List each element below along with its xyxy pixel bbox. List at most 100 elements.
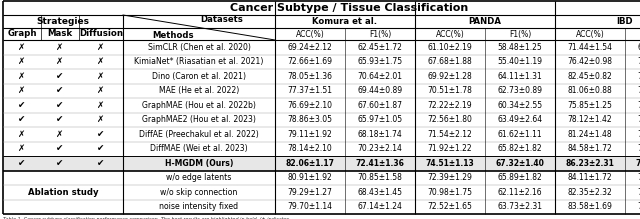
Text: Strategies: Strategies	[36, 17, 90, 26]
Text: 79.29±1.27: 79.29±1.27	[287, 188, 332, 197]
Text: 82.06±1.17: 82.06±1.17	[285, 159, 335, 168]
Text: Graph: Graph	[7, 30, 36, 39]
Text: 60.34±2.55: 60.34±2.55	[497, 101, 543, 110]
Text: DiffMAE (Wei et al. 2023): DiffMAE (Wei et al. 2023)	[150, 144, 248, 153]
Text: 86.23±2.31: 86.23±2.31	[566, 159, 614, 168]
Text: 78.92±1.79: 78.92±1.79	[636, 159, 640, 168]
Text: 58.48±1.25: 58.48±1.25	[498, 43, 542, 52]
Text: ✗: ✗	[97, 43, 105, 52]
Text: 72.39±1.29: 72.39±1.29	[428, 173, 472, 182]
Text: F1(%): F1(%)	[509, 30, 531, 39]
Text: 77.41±1.54: 77.41±1.54	[637, 173, 640, 182]
Text: 70.23±2.14: 70.23±2.14	[358, 144, 403, 153]
Text: Cancer Subtype / Tissue Classification: Cancer Subtype / Tissue Classification	[230, 3, 468, 13]
Text: 84.11±1.72: 84.11±1.72	[568, 173, 612, 182]
Text: ✗: ✗	[19, 72, 26, 81]
Text: 76.42±0.98: 76.42±0.98	[568, 57, 612, 66]
Text: ✔: ✔	[56, 101, 64, 110]
Text: 69.24±2.12: 69.24±2.12	[287, 43, 332, 52]
Text: 55.40±1.19: 55.40±1.19	[497, 57, 543, 66]
Text: ✗: ✗	[97, 72, 105, 81]
Text: 70.64±2.01: 70.64±2.01	[358, 72, 403, 81]
Text: 64.11±1.31: 64.11±1.31	[498, 72, 542, 81]
Text: 67.14±1.24: 67.14±1.24	[358, 202, 403, 211]
Text: 81.24±1.48: 81.24±1.48	[568, 130, 612, 139]
Text: 72.56±1.80: 72.56±1.80	[428, 115, 472, 124]
Text: IBD: IBD	[617, 17, 634, 26]
Text: ✔: ✔	[56, 144, 64, 153]
Text: MAE (He et al. 2022): MAE (He et al. 2022)	[159, 86, 239, 95]
Text: ✔: ✔	[97, 130, 105, 139]
Text: 61.10±2.19: 61.10±2.19	[428, 43, 472, 52]
Text: 78.05±1.36: 78.05±1.36	[287, 72, 333, 81]
Text: ✗: ✗	[97, 101, 105, 110]
Text: 63.73±2.31: 63.73±2.31	[497, 202, 543, 211]
Text: 72.22±2.19: 72.22±2.19	[428, 101, 472, 110]
Text: 67.32±1.40: 67.32±1.40	[495, 159, 545, 168]
Text: 74.51±1.13: 74.51±1.13	[426, 159, 474, 168]
Text: Diffusion: Diffusion	[79, 30, 123, 39]
Text: 82.45±0.82: 82.45±0.82	[568, 72, 612, 81]
Text: ✗: ✗	[97, 86, 105, 95]
Text: SimCLR (Chen et al. 2020): SimCLR (Chen et al. 2020)	[148, 43, 250, 52]
Text: 79.70±1.14: 79.70±1.14	[287, 202, 333, 211]
Text: 70.75±1.37: 70.75±1.37	[637, 57, 640, 66]
Text: 79.11±1.92: 79.11±1.92	[287, 130, 332, 139]
Text: 62.45±1.72: 62.45±1.72	[358, 43, 403, 52]
Text: 68.18±1.74: 68.18±1.74	[358, 130, 403, 139]
Text: 80.91±1.92: 80.91±1.92	[287, 173, 332, 182]
Text: 72.52±1.65: 72.52±1.65	[428, 202, 472, 211]
Text: ✗: ✗	[56, 43, 64, 52]
Text: 77.24±2.53: 77.24±2.53	[637, 202, 640, 211]
Text: 71.92±1.22: 71.92±1.22	[428, 144, 472, 153]
Text: 62.11±2.16: 62.11±2.16	[498, 188, 542, 197]
Text: Dino (Caron et al. 2021): Dino (Caron et al. 2021)	[152, 72, 246, 81]
Text: 72.41±1.36: 72.41±1.36	[356, 159, 404, 168]
Text: 83.58±1.69: 83.58±1.69	[568, 202, 612, 211]
Text: ✗: ✗	[56, 57, 64, 66]
Text: 69.44±0.89: 69.44±0.89	[357, 86, 403, 95]
Bar	[3, 156, 640, 171]
Text: ✔: ✔	[19, 159, 26, 168]
Text: 70.98±1.75: 70.98±1.75	[428, 188, 472, 197]
Text: 74.61±2.14: 74.61±2.14	[637, 188, 640, 197]
Text: GraphMAE (Hou et al. 2022b): GraphMAE (Hou et al. 2022b)	[142, 101, 256, 110]
Text: 69.47±2.43: 69.47±2.43	[637, 43, 640, 52]
Text: 71.54±2.12: 71.54±2.12	[428, 130, 472, 139]
Text: 82.35±2.32: 82.35±2.32	[568, 188, 612, 197]
Text: ✗: ✗	[19, 144, 26, 153]
Text: 70.51±1.78: 70.51±1.78	[428, 86, 472, 95]
Text: 67.60±1.87: 67.60±1.87	[358, 101, 403, 110]
Text: ACC(%): ACC(%)	[296, 30, 324, 39]
Text: 65.97±1.05: 65.97±1.05	[357, 115, 403, 124]
Text: F1(%): F1(%)	[369, 30, 391, 39]
Text: 63.49±2.64: 63.49±2.64	[497, 115, 543, 124]
Text: 70.85±1.58: 70.85±1.58	[358, 173, 403, 182]
Text: 78.86±3.05: 78.86±3.05	[287, 115, 333, 124]
Text: Mask: Mask	[47, 30, 72, 39]
Text: 67.68±1.88: 67.68±1.88	[428, 57, 472, 66]
Text: 74.51±2.08: 74.51±2.08	[637, 130, 640, 139]
Text: ACC(%): ACC(%)	[436, 30, 465, 39]
Text: Datasets: Datasets	[200, 16, 243, 25]
Text: 75.85±1.25: 75.85±1.25	[568, 101, 612, 110]
Text: ✗: ✗	[19, 43, 26, 52]
Text: ✔: ✔	[97, 159, 105, 168]
Text: ✔: ✔	[56, 86, 64, 95]
Text: w/o edge latents: w/o edge latents	[166, 173, 232, 182]
Text: 62.73±0.89: 62.73±0.89	[497, 86, 543, 95]
Text: 65.89±1.82: 65.89±1.82	[498, 173, 542, 182]
Text: 65.93±1.75: 65.93±1.75	[357, 57, 403, 66]
Text: ✗: ✗	[19, 86, 26, 95]
Text: 75.23±1.41: 75.23±1.41	[637, 72, 640, 81]
Text: 77.37±1.51: 77.37±1.51	[287, 86, 333, 95]
Text: 78.12±1.42: 78.12±1.42	[568, 115, 612, 124]
Text: 71.44±1.54: 71.44±1.54	[568, 43, 612, 52]
Text: 84.58±1.72: 84.58±1.72	[568, 144, 612, 153]
Text: 72.66±1.69: 72.66±1.69	[287, 57, 333, 66]
Text: GraphMAE2 (Hou et al. 2023): GraphMAE2 (Hou et al. 2023)	[142, 115, 256, 124]
Text: 69.92±1.28: 69.92±1.28	[428, 72, 472, 81]
Text: 76.44±1.02: 76.44±1.02	[637, 86, 640, 95]
Text: 65.82±1.82: 65.82±1.82	[498, 144, 542, 153]
Text: ✗: ✗	[19, 130, 26, 139]
